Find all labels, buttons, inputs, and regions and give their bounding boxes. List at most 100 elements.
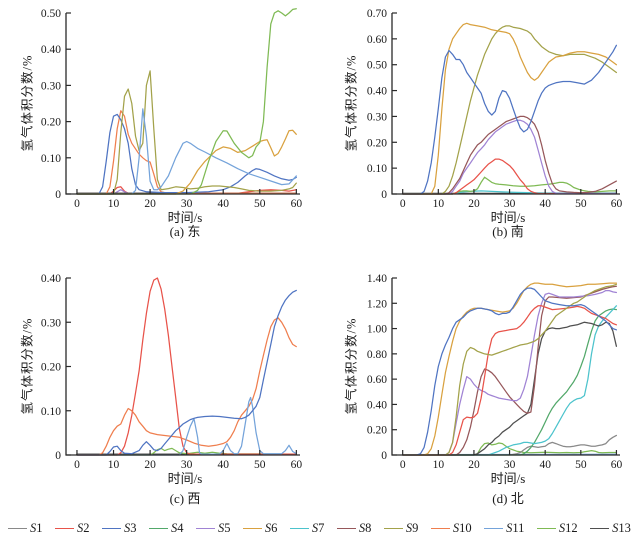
y-tick-label: 0 xyxy=(55,450,61,462)
legend-item-S5: S5 xyxy=(195,520,231,536)
axis-lines xyxy=(391,13,620,195)
x-tick-label: 10 xyxy=(433,198,445,210)
y-tick-label: 0.30 xyxy=(41,80,61,92)
x-tick-label: 20 xyxy=(144,198,156,210)
legend-label: S7 xyxy=(311,520,325,535)
legend-label: S1 xyxy=(30,520,43,535)
series-S3-line xyxy=(76,289,297,456)
legend-line-sample xyxy=(336,527,356,529)
y-tick-label: 0.20 xyxy=(41,362,61,374)
legend-item-S7: S7 xyxy=(289,520,325,536)
legend-item-S11: S11 xyxy=(484,521,524,536)
legend-label: S2 xyxy=(76,520,90,535)
x-tick-label: 0 xyxy=(74,459,80,471)
y-tick-label: 0.20 xyxy=(367,137,387,149)
y-axis-label: 氢气体积分数/% xyxy=(344,54,359,152)
series-S10-line xyxy=(76,110,297,195)
x-tick-label: 40 xyxy=(539,198,551,210)
subplot-b-south: 0 0.10 0.20 0.30 0.40 0.50 0.60 0.70 0 10 20 30 40 50… xyxy=(320,0,639,240)
x-tick-label: 20 xyxy=(468,459,480,471)
y-tick-label: 0.60 xyxy=(367,374,387,386)
legend-item-S12: S12 xyxy=(536,520,578,536)
legend-item-S13: S13 xyxy=(590,521,631,536)
x-tick-label: 50 xyxy=(575,198,587,210)
series-S10-line xyxy=(76,317,297,456)
y-tick-label: 0.60 xyxy=(367,34,387,46)
x-tick-label: 50 xyxy=(254,459,266,471)
y-tick-label: 0 xyxy=(55,189,61,201)
x-tick-label: 20 xyxy=(144,459,156,471)
legend-item-S8: S8 xyxy=(336,520,372,536)
series-S6-line xyxy=(76,129,297,195)
subplot-d-canvas: 0 0.20 0.40 0.60 0.80 1.00 1.20 1.40 0 10 20 30 40 50… xyxy=(367,273,623,471)
series-S8-line xyxy=(402,285,618,456)
series-S9-line xyxy=(402,25,618,195)
series-S6-line xyxy=(402,282,618,456)
x-tick-label: 30 xyxy=(504,198,516,210)
legend-label: S6 xyxy=(264,520,278,535)
legend-label: S5 xyxy=(217,520,231,535)
legend-label: S12 xyxy=(558,520,578,535)
legend-item-S1: S1 xyxy=(8,521,43,536)
legend-line-sample xyxy=(289,527,309,529)
legend-item-S4: S4 xyxy=(148,520,184,536)
x-axis-label: 时间/s xyxy=(490,210,526,225)
legend-line-sample xyxy=(54,527,74,529)
legend-label: S11 xyxy=(506,520,525,535)
series-S12-line xyxy=(76,8,297,195)
y-axis-label: 氢气体积分数/% xyxy=(20,317,35,415)
subplot-a-canvas: 0 0.10 0.20 0.30 0.40 0.50 0 10 20 30 40 50 60 xyxy=(41,8,303,210)
series-S1-line xyxy=(402,434,618,456)
series-S2-line xyxy=(76,277,297,456)
legend-label: S8 xyxy=(358,520,372,535)
legend-item-S2: S2 xyxy=(54,520,90,536)
x-tick-label: 40 xyxy=(217,459,229,471)
x-axis-label: 时间/s xyxy=(167,210,203,225)
subplot-c-west: 0 0.10 0.20 0.30 0.40 0 10 20 30 40 50 60 氢气体积分数/% … xyxy=(0,240,320,510)
x-tick-label: 60 xyxy=(611,198,623,210)
subplot-b-canvas: 0 0.10 0.20 0.30 0.40 0.50 0.60 0.70 0 10 20 30 40 50… xyxy=(367,8,623,210)
series-S2-line xyxy=(402,305,618,456)
y-tick-label: 1.40 xyxy=(367,273,387,285)
x-tick-label: 60 xyxy=(291,459,303,471)
x-tick-label: 10 xyxy=(108,459,120,471)
subplot-c-canvas: 0 0.10 0.20 0.30 0.40 0 10 20 30 40 50 60 xyxy=(41,273,303,471)
subplot-caption: (a) 东 xyxy=(169,224,201,239)
y-tick-label: 1.20 xyxy=(367,298,387,310)
y-tick-label: 0.10 xyxy=(41,153,61,165)
legend-line-sample xyxy=(590,527,610,529)
legend-line-sample xyxy=(383,527,403,529)
legend-label: S4 xyxy=(170,520,184,535)
y-tick-label: 0.70 xyxy=(367,8,387,20)
x-tick-label: 10 xyxy=(433,459,445,471)
series-S5-line xyxy=(402,119,618,195)
x-tick-label: 30 xyxy=(504,459,516,471)
series-S2-line xyxy=(402,158,618,195)
legend-label: S13 xyxy=(612,520,631,535)
x-tick-label: 60 xyxy=(611,459,623,471)
x-tick-label: 60 xyxy=(291,198,303,210)
subplot-a-east: 0 0.10 0.20 0.30 0.40 0.50 0 10 20 30 40 50 60 氢气体积分… xyxy=(0,0,320,240)
x-axis-label: 时间/s xyxy=(490,471,526,486)
legend-line-sample xyxy=(195,527,215,529)
legend-line-sample xyxy=(536,527,556,529)
series-S5-line xyxy=(402,289,618,456)
series-S9-line xyxy=(76,70,297,195)
series-S11-line xyxy=(76,108,297,195)
series-S12-line xyxy=(402,442,618,456)
x-tick-label: 40 xyxy=(217,198,229,210)
y-tick-label: 0.20 xyxy=(41,117,61,129)
series-S6-line xyxy=(402,22,618,195)
legend-item-S6: S6 xyxy=(242,520,278,536)
y-tick-label: 0.10 xyxy=(41,406,61,418)
subplot-caption: (b) 南 xyxy=(492,224,524,239)
series-S9-line xyxy=(402,283,618,456)
y-tick-label: 0.50 xyxy=(367,60,387,72)
axis-lines xyxy=(65,278,300,456)
legend-line-sample xyxy=(484,527,504,529)
series-S4-line xyxy=(402,308,618,456)
y-tick-label: 0.30 xyxy=(367,111,387,123)
series-S7-line xyxy=(402,305,618,456)
legend-item-S9: S9 xyxy=(383,521,418,536)
